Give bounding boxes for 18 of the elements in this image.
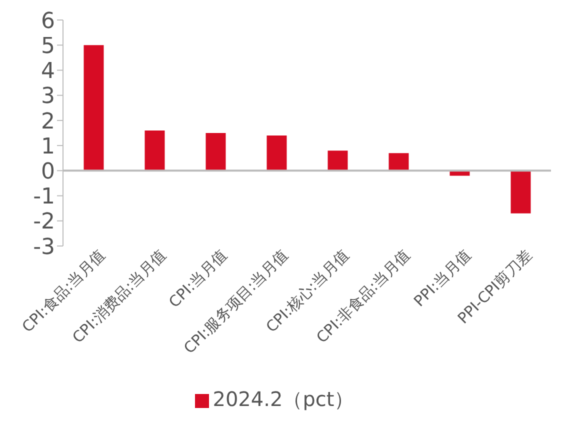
bar	[206, 133, 226, 171]
y-tick-label: 2	[41, 109, 55, 134]
bar	[84, 45, 104, 171]
bar	[266, 136, 287, 171]
legend-label: 2024.2（pct）	[212, 387, 354, 411]
y-tick-label: 1	[41, 134, 55, 160]
y-tick-label: 6	[41, 8, 55, 34]
bar	[510, 170, 531, 214]
y-tick-label: 3	[41, 84, 55, 110]
bar	[328, 150, 348, 171]
y-tick-label: 5	[41, 34, 55, 59]
y-tick-label: -1	[33, 184, 55, 210]
bar	[388, 153, 409, 171]
bar	[144, 130, 165, 171]
y-tick-label: 4	[41, 59, 55, 84]
y-tick-label: 0	[41, 159, 55, 184]
y-tick-label: -2	[33, 210, 55, 235]
y-tick-label: -3	[33, 234, 55, 260]
